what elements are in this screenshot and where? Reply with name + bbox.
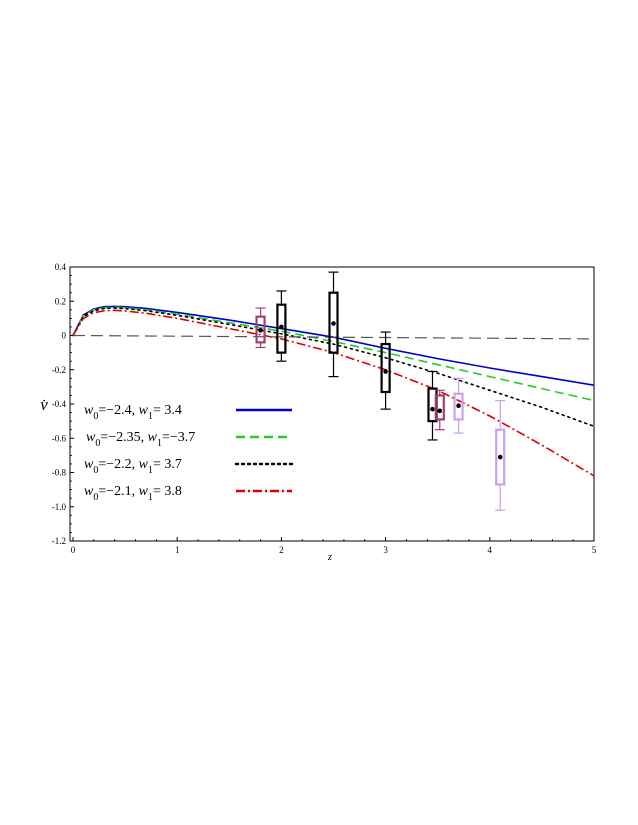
box-mean-point (331, 321, 336, 326)
series-line-4 (72, 334, 595, 340)
x-axis: 0 1 2 3 4 5 (71, 537, 597, 555)
x-axis-label: z (327, 552, 332, 563)
box-mean-point (430, 406, 435, 412)
box-plot-2 (328, 271, 339, 378)
series-layer (72, 305, 595, 477)
series-line-3 (72, 309, 595, 477)
box-plot-7 (495, 399, 506, 511)
box-body (434, 394, 445, 421)
y-tick-label: -1.2 (52, 536, 66, 546)
y-tick-label: -0.8 (52, 468, 67, 478)
box-plot-6 (453, 377, 464, 434)
legend-label-0: w0=−2.4, w1= 3.4 (84, 403, 182, 422)
box-body (495, 428, 506, 486)
box-plot-1 (276, 290, 287, 362)
box-mean-point (456, 403, 461, 409)
box-layer (255, 271, 506, 511)
box-body (276, 303, 287, 354)
box-plot-5 (434, 389, 445, 431)
y-tick-label: 0 (62, 331, 67, 341)
y-axis: 0.4 0.2 0 -0.2 -0.4 -0.6 -0.8 -1.0 -1.2 (52, 262, 74, 546)
y-tick-label: -1.0 (52, 502, 67, 512)
box-body (328, 291, 339, 354)
y-tick-label: -0.4 (52, 399, 67, 409)
y-tick-label: 0.4 (55, 262, 67, 272)
y-tick-label: 0.2 (55, 296, 66, 306)
box-plot-3 (380, 331, 391, 410)
legend-label-3: w0=−2.1, w1= 3.8 (84, 484, 182, 503)
y-tick-label: -0.2 (52, 365, 66, 375)
x-tick-label: 0 (71, 545, 76, 555)
box-plot-0 (255, 307, 266, 349)
x-tick-label: 4 (488, 545, 493, 555)
box-mean-point (497, 454, 503, 460)
y-tick-label: -0.6 (52, 433, 67, 443)
legend-label-1: w0=−2.35, w1=−3.7 (86, 430, 195, 449)
x-tick-label: 3 (383, 545, 388, 555)
box-body (380, 342, 391, 394)
x-tick-label: 1 (175, 545, 180, 555)
x-tick-label: 5 (592, 545, 597, 555)
series-line-1 (72, 306, 595, 402)
box-mean-point (279, 324, 284, 330)
legend-label-2: w0=−2.2, w1= 3.7 (84, 457, 182, 476)
legend: w0=−2.4, w1= 3.4 w0=−2.35, w1=−3.7 w0=−2.2… (84, 403, 294, 503)
box-mean-point (437, 408, 443, 414)
series-line-0 (72, 305, 595, 386)
y-axis-label: v̇ (40, 395, 48, 414)
box-mean-point (383, 369, 388, 374)
box-body (255, 315, 266, 344)
x-tick-label: 2 (279, 545, 284, 555)
box-mean-point (258, 328, 263, 333)
box-body (453, 392, 464, 421)
series-line-2 (72, 307, 595, 428)
